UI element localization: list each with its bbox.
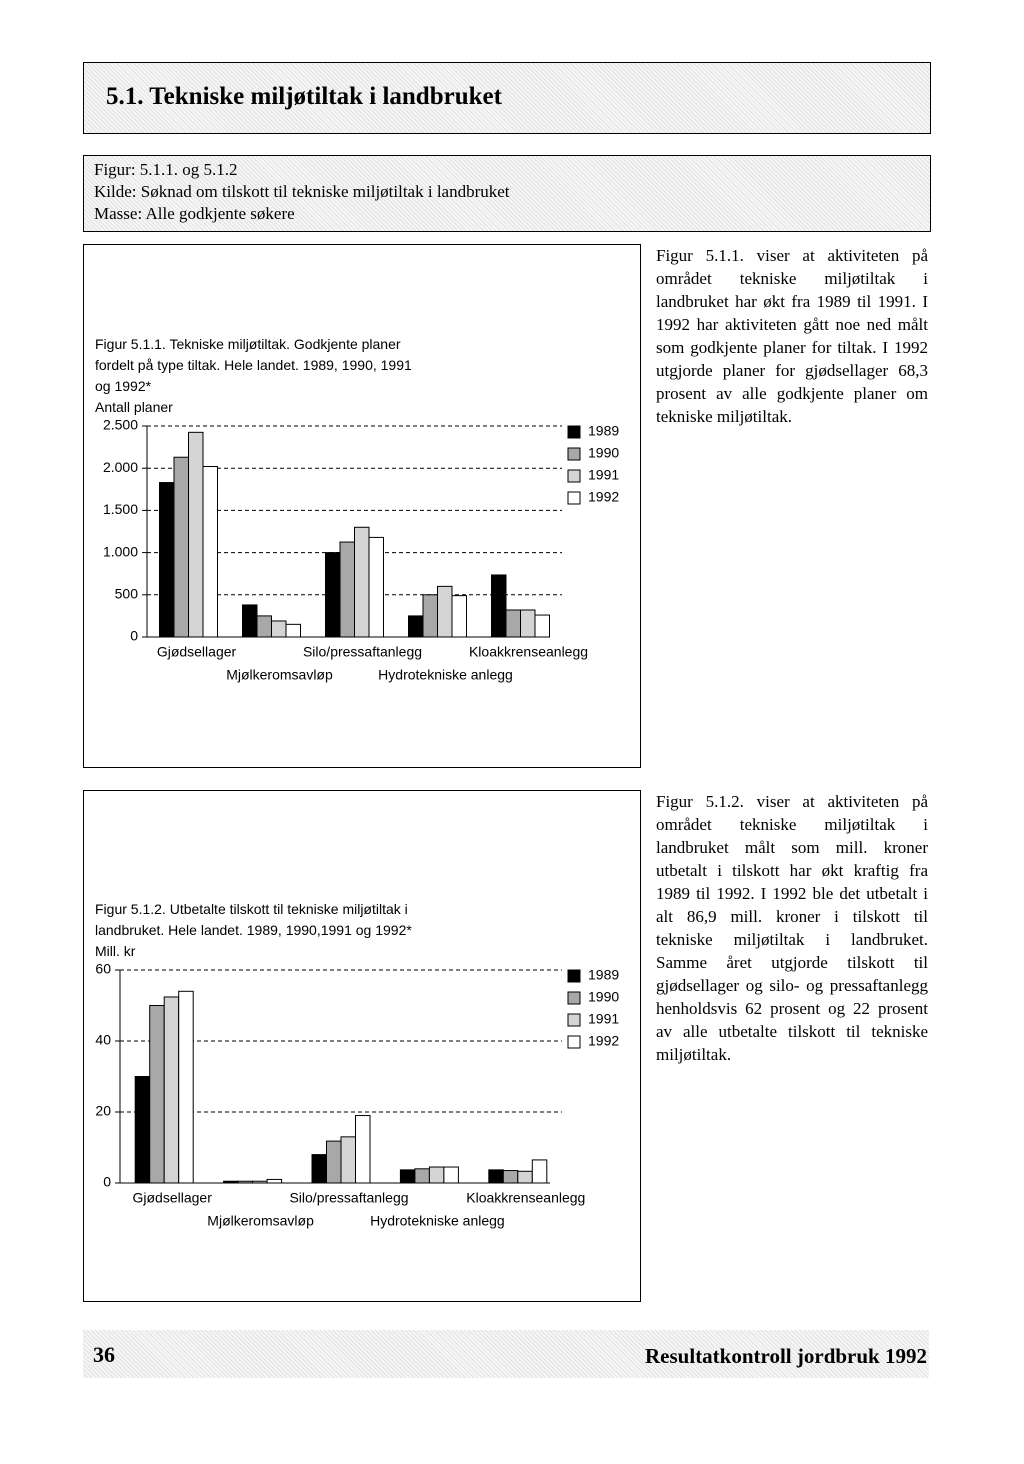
y-axis-label: Mill. kr: [95, 943, 136, 959]
page-number: 36: [93, 1342, 115, 1367]
chart-frame: [83, 244, 641, 768]
header-title: 5.1. Tekniske miljøtiltak i landbruket: [106, 83, 502, 110]
chart-title: Figur 5.1.2. Utbetalte tilskott til tekn…: [95, 901, 412, 938]
chart-heading: Figur 5.1.2. Utbetalte tilskott til tekn…: [95, 899, 415, 962]
chart-frame: [83, 790, 641, 1302]
source-box: Figur: 5.1.1. og 5.1.2 Kilde: Søknad om …: [83, 155, 931, 232]
source-line: Masse: Alle godkjente søkere: [94, 204, 295, 223]
paragraph: Figur 5.1.1. viser at aktiviteten på omr…: [656, 246, 928, 426]
paragraph: Figur 5.1.2. viser at aktiviteten på omr…: [656, 792, 928, 1064]
source-line: Kilde: Søknad om tilskott til tekniske m…: [94, 182, 510, 201]
source-list: Figur: 5.1.1. og 5.1.2 Kilde: Søknad om …: [94, 159, 510, 225]
header-box: 5.1. Tekniske miljøtiltak i landbruket: [83, 62, 931, 134]
footer-bar: 36 Resultatkontroll jordbruk 1992: [83, 1330, 929, 1378]
chart-title: Figur 5.1.1. Tekniske miljøtiltak. Godkj…: [95, 336, 412, 394]
source-line: Figur: 5.1.1. og 5.1.2: [94, 160, 238, 179]
y-axis-label: Antall planer: [95, 399, 173, 415]
chart-heading: Figur 5.1.1. Tekniske miljøtiltak. Godkj…: [95, 334, 425, 418]
footer-title: Resultatkontroll jordbruk 1992: [645, 1344, 927, 1368]
